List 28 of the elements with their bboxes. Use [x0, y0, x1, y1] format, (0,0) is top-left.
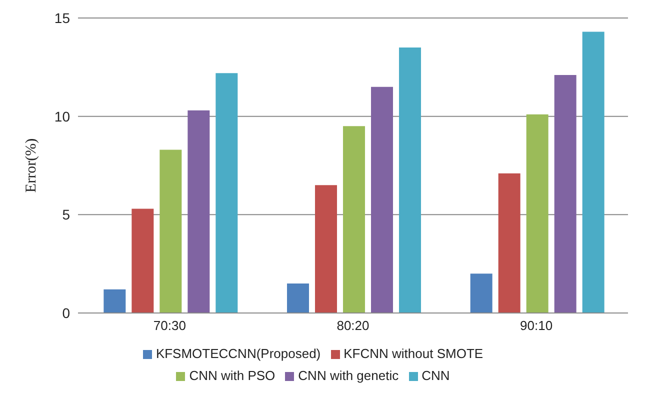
bar [160, 150, 182, 313]
y-tick-label: 15 [54, 10, 70, 26]
bar [188, 110, 210, 313]
bar [343, 126, 365, 313]
bar [216, 73, 238, 313]
bar [287, 284, 309, 313]
x-tick-label: 80:20 [336, 318, 370, 334]
bar [399, 48, 421, 313]
bar [371, 86, 393, 313]
x-tick-label: 90:10 [520, 318, 553, 334]
legend-label: CNN [422, 368, 450, 383]
bar [315, 185, 337, 313]
legend-label: KFCNN without SMOTE [344, 346, 484, 361]
bar [582, 32, 604, 313]
y-tick-label: 10 [54, 108, 70, 124]
bar [554, 75, 576, 313]
legend-label: KFSMOTECCNN(Proposed) [156, 346, 321, 361]
bar [104, 289, 126, 313]
legend-label: CNN with genetic [298, 368, 399, 383]
bar [132, 208, 154, 313]
y-tick-label: 5 [62, 206, 70, 223]
x-tick-label: 70:30 [153, 318, 186, 334]
y-axis-title: Error(%) [23, 138, 40, 193]
bar [498, 173, 520, 313]
legend-label: CNN with PSO [189, 368, 276, 383]
bar [526, 114, 548, 313]
bar [470, 274, 492, 313]
y-tick-label: 0 [62, 304, 70, 321]
